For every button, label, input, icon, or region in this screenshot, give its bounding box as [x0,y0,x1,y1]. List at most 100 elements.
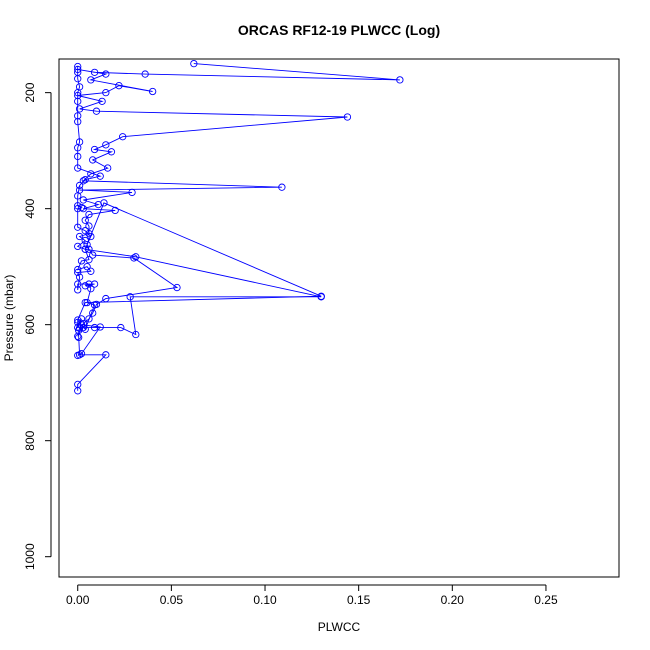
data-point [79,177,87,185]
series-1 [74,59,404,395]
series-3 [74,199,325,360]
y-axis: 200 400 600 800 1000 [23,82,52,570]
data-point [343,113,352,121]
data-point [96,323,104,331]
data-point [74,323,82,332]
data-point [75,138,84,146]
x-tick-label: 0.20 [441,593,465,607]
data-point [74,280,82,288]
data-point [74,112,82,120]
data-point [74,380,82,389]
data-point [128,188,136,197]
data-point [148,87,157,96]
data-point [87,285,95,293]
data-point [79,205,87,213]
data-point [77,203,86,212]
data-point [74,192,82,200]
data-point [81,176,89,184]
data-point [102,351,110,359]
series-2 [74,62,181,340]
data-point [190,59,198,68]
data-point [74,164,82,172]
data-point [87,267,95,275]
data-point [75,83,84,91]
data-point [74,351,82,360]
data-point [96,172,104,180]
data-point [75,232,84,241]
y-tick-label: 400 [23,198,37,218]
data-point [81,282,89,290]
data-point [104,164,112,172]
data-point [87,76,95,84]
data-point [130,254,138,262]
data-point [85,256,93,264]
data-point [74,152,82,161]
x-axis: 0.00 0.05 0.10 0.15 0.20 0.25 [66,584,558,607]
data-point [115,82,123,90]
data-point [81,325,89,333]
y-tick-label: 200 [23,82,37,102]
data-point [81,216,89,224]
data-point [74,68,82,76]
data-point [74,318,82,327]
data-point [132,330,140,339]
data-point [87,232,95,241]
data-point [77,257,86,265]
y-tick-label: 800 [23,430,37,450]
y-tick-label: 600 [23,314,37,334]
data-point [75,273,84,281]
data-point [75,105,84,113]
data-point [119,133,127,141]
x-tick-label: 0.25 [534,593,558,607]
data-point [100,199,108,207]
data-point [83,298,91,307]
data-point [74,265,82,274]
data-point [79,196,87,204]
data-point [74,97,82,105]
data-point [75,181,84,190]
data-point [102,141,110,149]
data-point [85,210,93,219]
data-point [85,245,93,253]
data-point [90,68,99,76]
data-point [74,62,82,71]
data-point [74,117,82,126]
data-point [102,70,110,78]
data-point [90,323,99,332]
data-point [81,245,89,253]
data-point [74,316,82,324]
data-point [98,97,106,105]
data-point [85,315,93,323]
data-point [83,263,91,271]
data-point [74,202,82,210]
data-point [83,240,91,249]
data-point [74,286,82,294]
x-tick-label: 0.00 [66,593,90,607]
data-point [278,183,286,191]
chart-title: ORCAS RF12-19 PLWCC (Log) [238,22,440,38]
data-point [77,350,86,358]
data-point [173,283,181,292]
data-point [317,292,325,300]
data-point [74,223,82,231]
y-axis-label: Pressure (mbar) [2,275,16,362]
data-point [74,332,82,340]
data-point [81,227,89,235]
data-point [74,242,82,251]
data-point [141,70,149,78]
data-point [90,280,99,288]
data-point [102,88,110,97]
series-line [76,202,322,356]
data-point [85,222,93,230]
data-point [85,280,93,288]
y-tick-label: 1000 [23,543,37,570]
data-point [126,293,134,301]
data-point [89,251,97,259]
plot-frame [58,58,620,578]
data-point [107,148,116,156]
data-point [81,298,89,307]
data-point [111,206,119,215]
x-tick-label: 0.05 [160,593,184,607]
data-point [90,301,99,309]
